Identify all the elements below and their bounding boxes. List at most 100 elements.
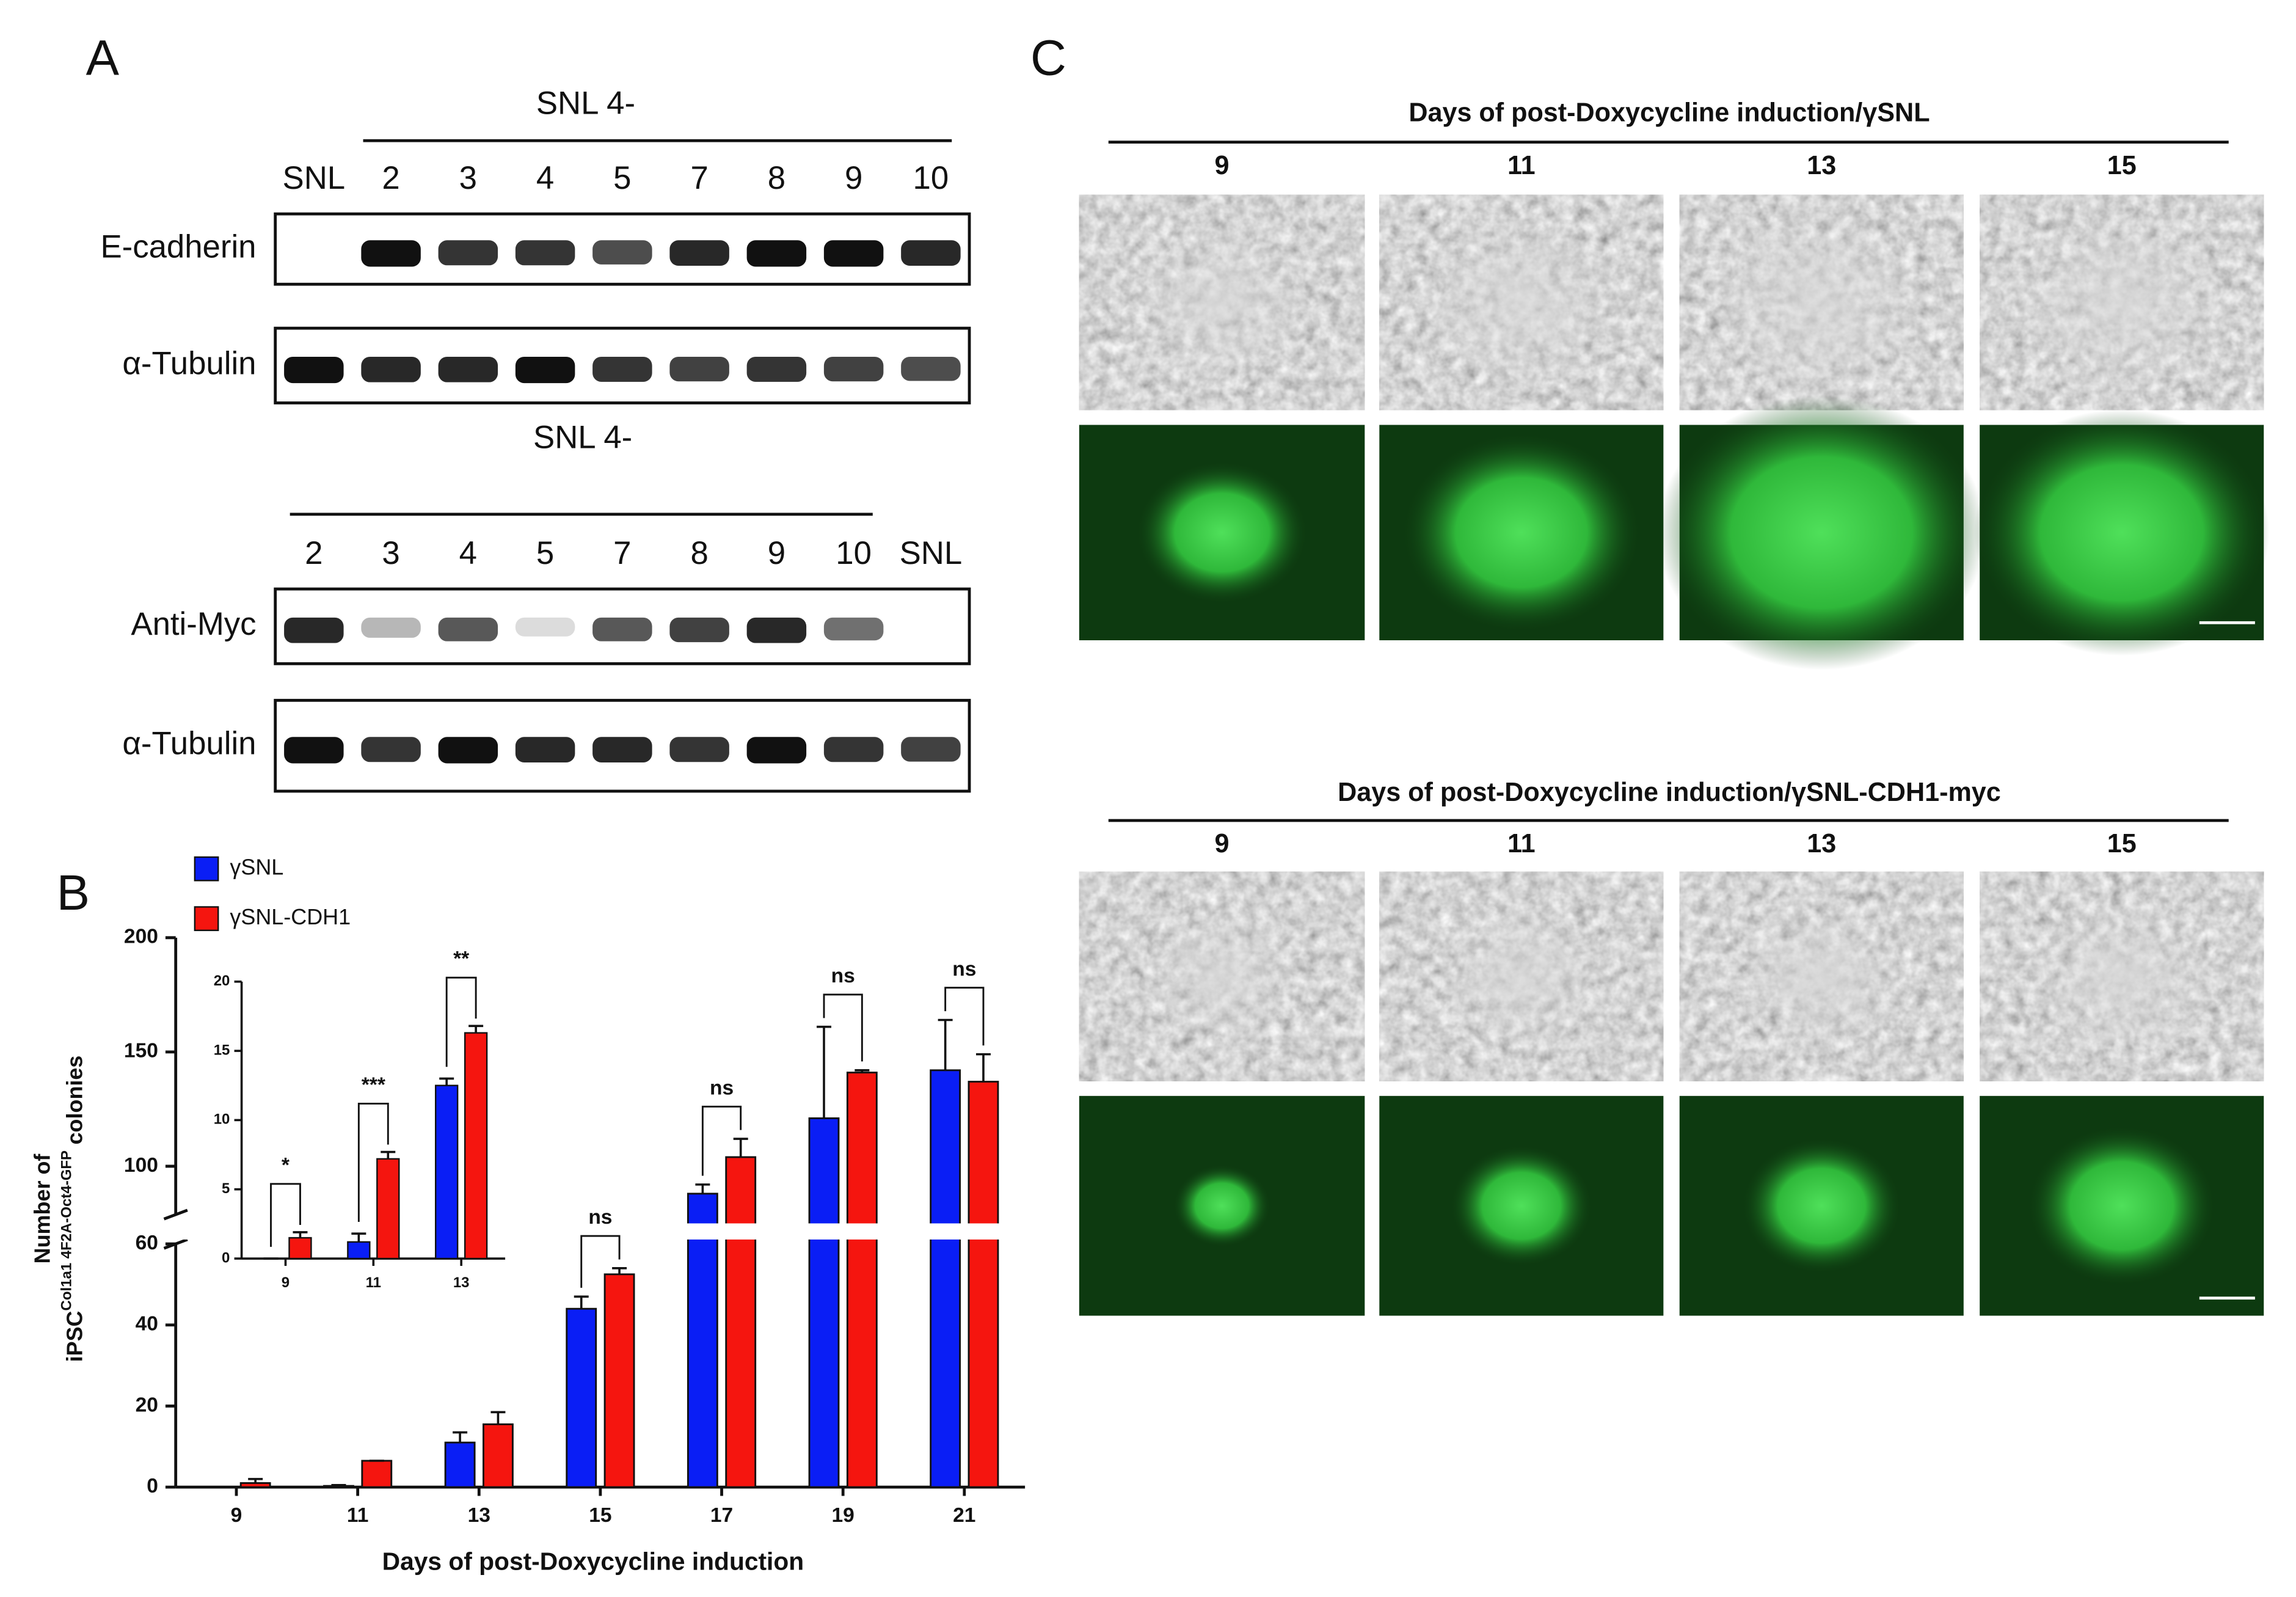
blot-band	[592, 356, 652, 382]
x-axis-label: Days of post-Doxycycline induction	[382, 1548, 804, 1576]
micrograph-title: Days of post-Doxycycline induction/γSNL	[1409, 98, 1930, 127]
x-tick-label: 15	[589, 1504, 611, 1527]
day-label: 15	[2107, 829, 2137, 858]
legend-swatch	[194, 906, 219, 932]
significance-label: ns	[831, 965, 855, 987]
blot-band	[901, 737, 961, 762]
blot-band	[515, 356, 575, 384]
colony	[1145, 910, 1299, 1043]
inset-bar	[464, 1032, 488, 1260]
blot-band	[361, 617, 421, 638]
row-label: Anti-Myc	[131, 606, 256, 642]
lane-label: 4	[459, 535, 477, 571]
blot-band	[361, 240, 421, 267]
lane-label: 5	[613, 160, 631, 196]
day-label: 9	[1215, 829, 1230, 858]
blot-band	[515, 737, 575, 763]
blot-band	[746, 617, 807, 643]
blot-band	[669, 356, 729, 382]
inset-y-tick-label: 0	[222, 1249, 230, 1266]
axis-break	[163, 1208, 188, 1221]
inset-x-tick-label: 11	[366, 1274, 381, 1291]
blot-band	[823, 356, 884, 382]
significance-label: ns	[952, 958, 976, 981]
y-tick-label: 60	[136, 1232, 158, 1254]
day-label: 13	[1807, 151, 1836, 180]
blot-band	[284, 356, 344, 384]
blot-band	[901, 240, 961, 266]
colony	[1416, 212, 1626, 393]
row-label: α-Tubulin	[122, 726, 256, 762]
significance-bracket	[944, 987, 985, 1046]
legend-label: γSNL	[230, 855, 283, 880]
day-label: 11	[1507, 151, 1536, 180]
y-tick-label: 20	[136, 1394, 158, 1416]
lane-label: 10	[836, 535, 872, 571]
inset-bar	[435, 1084, 459, 1260]
blot-band	[438, 737, 498, 764]
inset-y-tick-label: 10	[214, 1111, 230, 1128]
bar	[603, 1273, 635, 1488]
blot-band	[361, 356, 421, 382]
significance-label: ns	[588, 1206, 612, 1229]
lane-label: 7	[690, 160, 708, 196]
row-label: E-cadherin	[100, 229, 256, 265]
colony	[2027, 896, 2217, 1057]
panel-label: B	[57, 865, 90, 921]
inset-y-tick-label: 20	[214, 973, 230, 989]
gfp-colony	[1973, 409, 2270, 656]
y-axis-label: iPSCCol1a1 4F2A-Oct4-GFP colonies	[59, 1056, 87, 1362]
colony	[1699, 199, 1945, 407]
significance-bracket	[701, 1105, 742, 1176]
bar	[566, 1307, 597, 1488]
y-axis-label-part: colonies	[62, 1056, 87, 1145]
panel-label: C	[1030, 30, 1066, 86]
colony	[1733, 901, 1911, 1053]
inset-bar	[347, 1241, 371, 1260]
day-label: 13	[1807, 829, 1836, 858]
significance-label: **	[453, 948, 470, 970]
legend-swatch	[194, 856, 219, 882]
blot-band	[669, 617, 729, 643]
colony	[2005, 203, 2238, 401]
lane-label: 3	[382, 535, 399, 571]
lane-label: 9	[845, 160, 862, 196]
significance-label: *	[282, 1154, 290, 1177]
blot-band	[901, 356, 961, 381]
blot-band	[515, 240, 575, 266]
lane-label: 4	[536, 160, 554, 196]
lane-label: 5	[536, 535, 554, 571]
day-label: 11	[1507, 829, 1536, 858]
row-label: α-Tubulin	[122, 345, 256, 381]
blot-band	[361, 737, 421, 762]
bar	[725, 1156, 757, 1488]
blot-band	[746, 356, 807, 382]
significance-bracket	[357, 1102, 389, 1222]
lane-label: SNL	[900, 535, 963, 571]
blot-band	[515, 617, 575, 637]
panel-label: A	[86, 30, 120, 86]
blot-band	[438, 617, 498, 641]
inset-x-tick-label: 9	[282, 1274, 290, 1291]
bar	[968, 1081, 999, 1488]
bar	[930, 1069, 961, 1488]
lane-label: 7	[613, 535, 631, 571]
day-label: 15	[2107, 151, 2137, 180]
blot-band	[746, 240, 807, 267]
blot-band	[823, 737, 884, 762]
blot-header: SNL 4-	[533, 419, 632, 455]
inset-bar	[376, 1158, 400, 1260]
y-tick-label: 100	[124, 1154, 158, 1177]
bar	[483, 1423, 514, 1488]
y-tick-label: 0	[147, 1475, 158, 1497]
y-axis-label: Number of	[29, 1153, 54, 1264]
gfp-colony	[1136, 461, 1308, 604]
bar	[239, 1482, 271, 1488]
x-tick-label: 13	[468, 1504, 490, 1527]
lane-label: 8	[690, 535, 708, 571]
y-tick-label: 200	[124, 926, 158, 948]
blot-band	[823, 240, 884, 267]
blot-band	[592, 737, 652, 763]
